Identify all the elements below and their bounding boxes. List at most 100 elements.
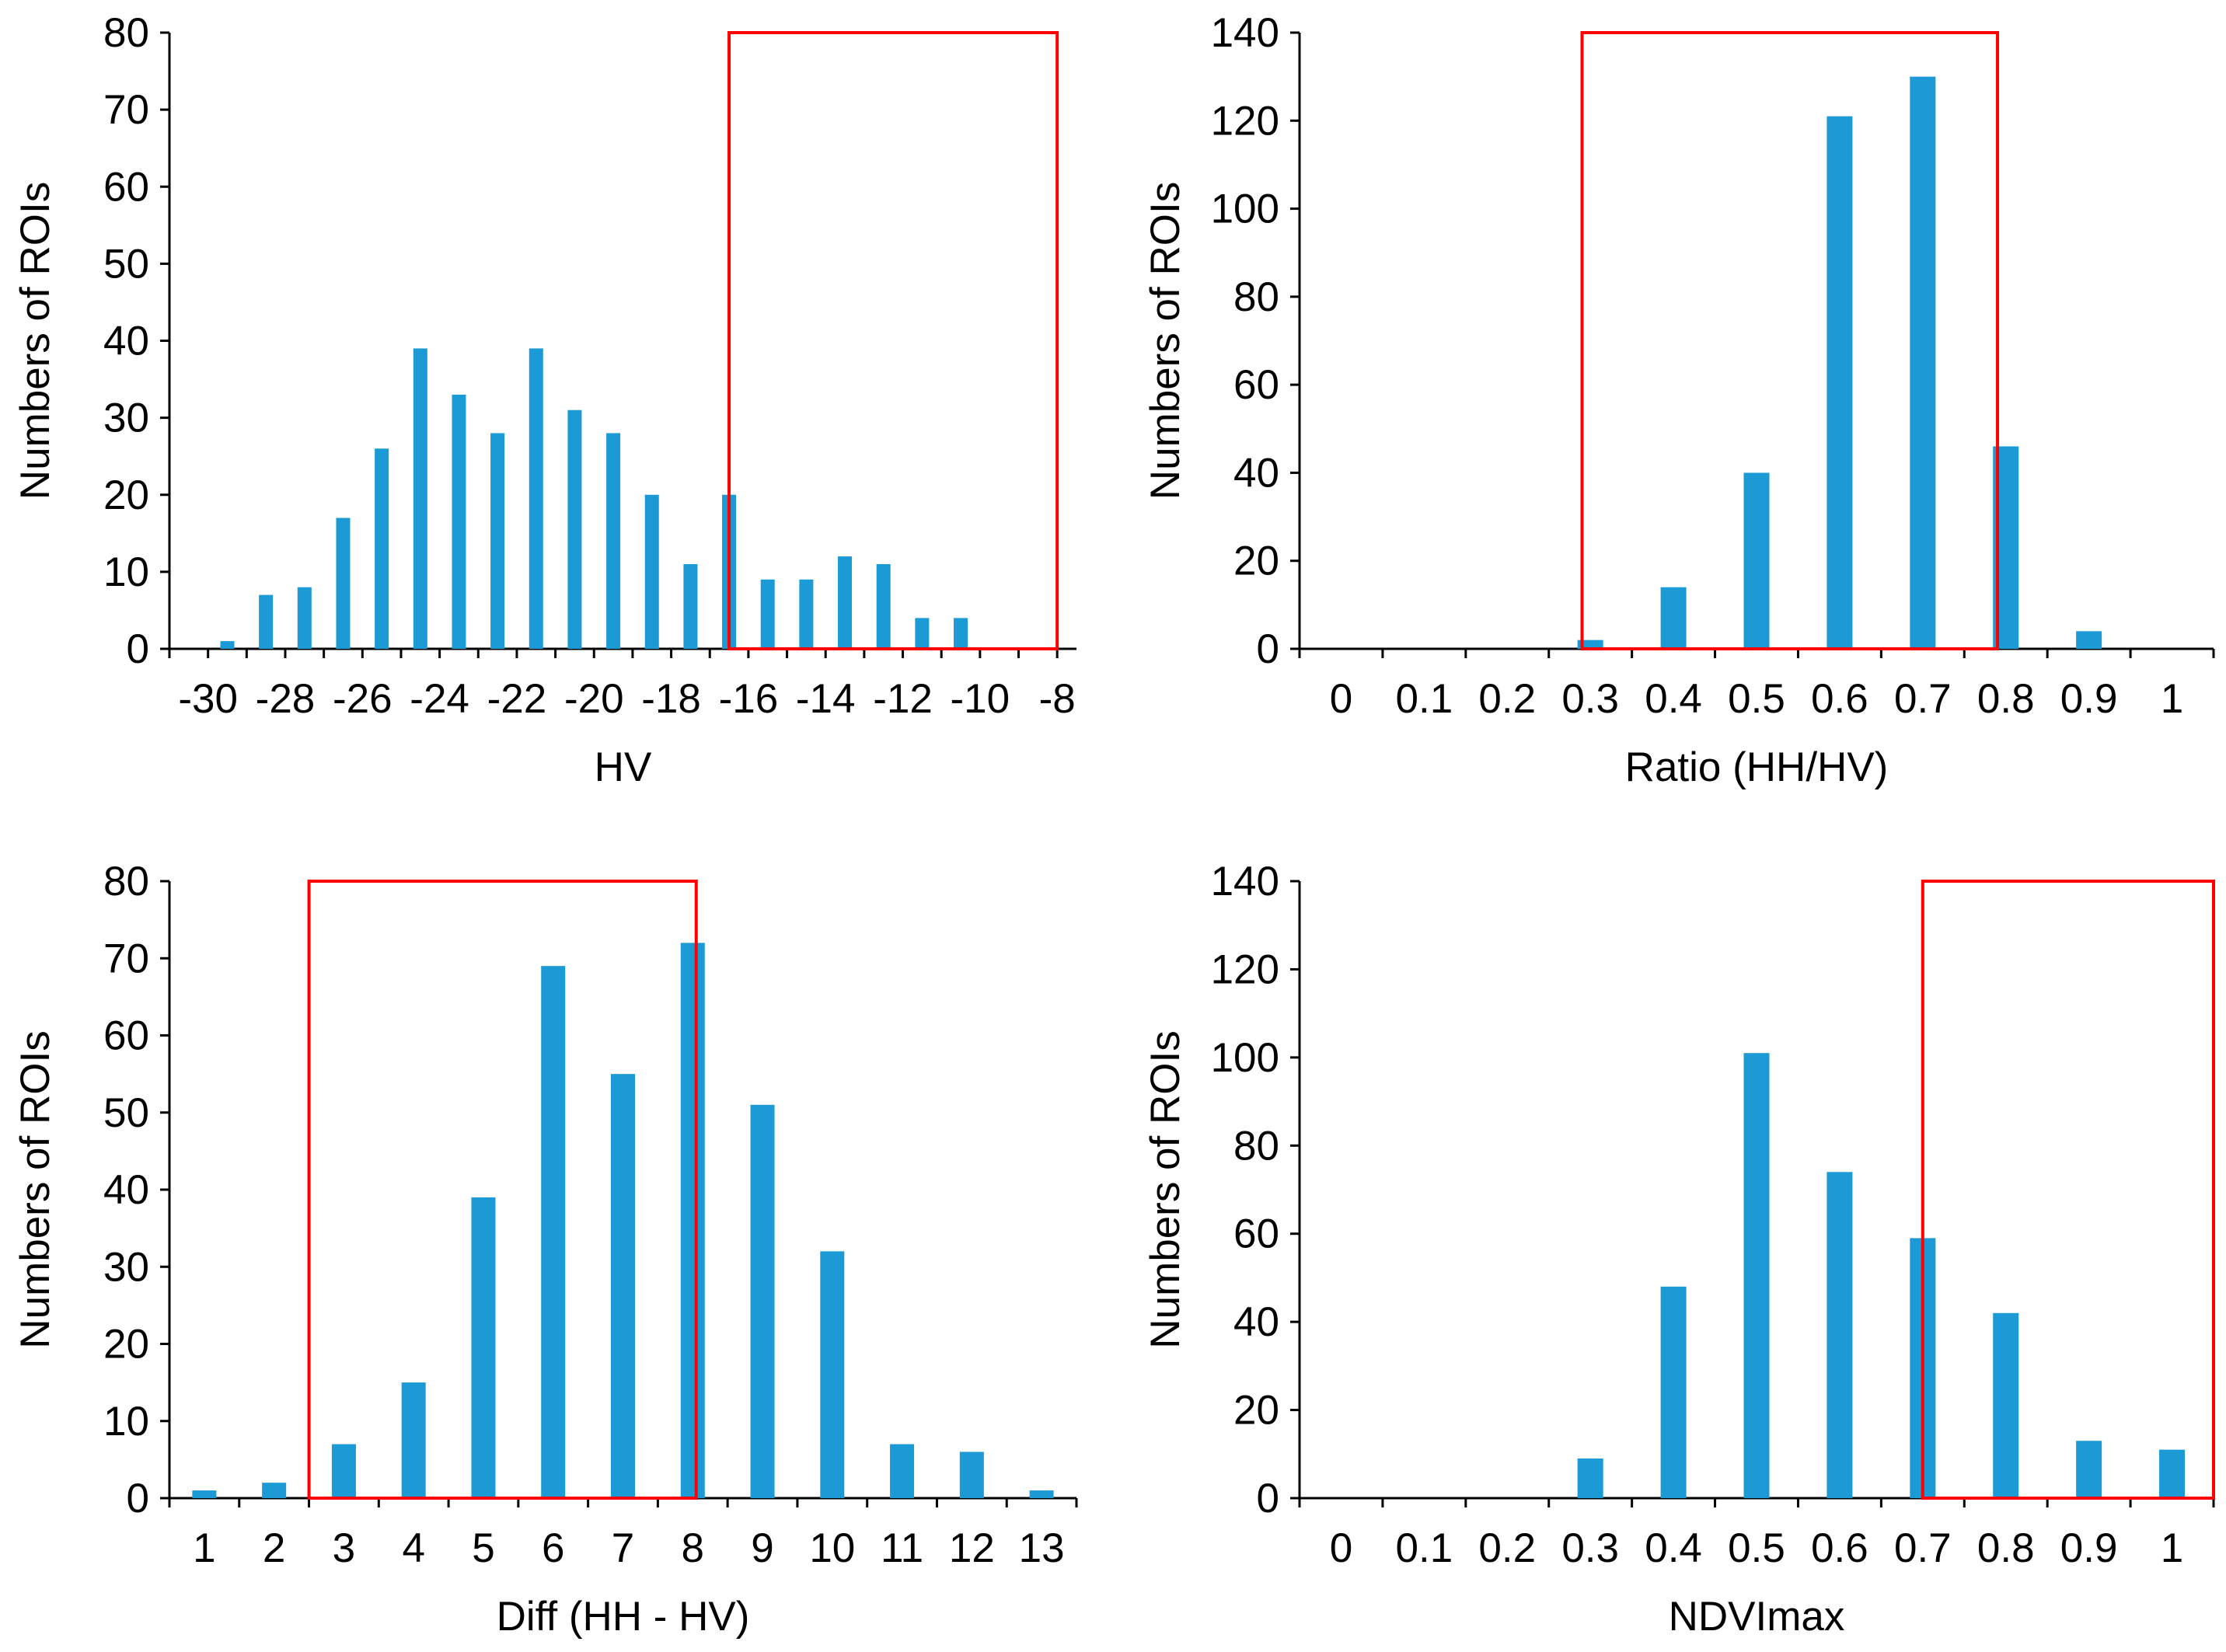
x-tick-label: -14 [796, 676, 856, 722]
histogram-bar [259, 594, 274, 649]
x-tick-label: 0.6 [1811, 1525, 1868, 1571]
x-axis-title: Ratio (HH/HV) [1625, 744, 1889, 790]
x-tick-label: -26 [333, 676, 393, 722]
x-tick-label: 2 [263, 1525, 285, 1571]
x-tick-label: 0.7 [1894, 676, 1952, 722]
x-tick-label: 0 [1330, 676, 1352, 722]
histogram-bar [413, 348, 427, 649]
y-tick-label: 70 [103, 936, 149, 981]
histogram-bar [1827, 116, 1853, 649]
y-axis-title: Numbers of ROIs [12, 182, 58, 500]
x-tick-label: -10 [951, 676, 1010, 722]
highlight-box [307, 880, 698, 1500]
y-tick-label: 0 [1257, 626, 1279, 672]
y-tick-label: 80 [1233, 1123, 1279, 1169]
x-tick-label: 3 [333, 1525, 355, 1571]
y-tick-label: 20 [103, 472, 149, 518]
histogram-bar [262, 1483, 287, 1498]
histogram-bar [2159, 1449, 2186, 1498]
y-tick-label: 0 [127, 1476, 149, 1521]
y-tick-label: 140 [1211, 10, 1279, 56]
x-tick-label: -28 [256, 676, 316, 722]
histogram-bar [680, 943, 705, 1498]
histogram-bar [760, 579, 775, 649]
x-tick-label: -30 [178, 676, 238, 722]
y-tick-label: 10 [103, 549, 149, 595]
x-tick-label: 6 [542, 1525, 564, 1571]
x-axis-title: Diff (HH - HV) [497, 1594, 750, 1640]
y-tick-label: 40 [1233, 1299, 1279, 1345]
histogram-bar [876, 563, 891, 649]
y-axis-title: Numbers of ROIs [12, 1030, 58, 1348]
x-tick-label: 0.9 [2060, 1525, 2118, 1571]
histogram-bar [1577, 1458, 1603, 1498]
x-tick-label: 5 [472, 1525, 494, 1571]
y-tick-label: 10 [103, 1399, 149, 1445]
x-tick-label: 11 [881, 1525, 923, 1571]
histogram-bar [750, 1104, 775, 1498]
x-tick-label: 0.2 [1478, 676, 1536, 722]
histogram-bar [452, 394, 466, 649]
histogram-bar [2076, 631, 2102, 649]
x-tick-label: 1 [2161, 1525, 2183, 1571]
y-tick-label: 20 [1233, 1388, 1279, 1434]
x-tick-label: 0.9 [2060, 676, 2118, 722]
y-tick-label: 80 [1233, 274, 1279, 320]
x-tick-label: 0.3 [1561, 1525, 1619, 1571]
x-tick-label: 0.4 [1645, 676, 1702, 722]
x-tick-label: 12 [949, 1525, 995, 1571]
histogram-bar [890, 1444, 915, 1498]
histogram-bar [799, 579, 814, 649]
x-tick-label: 0.8 [1977, 1525, 2035, 1571]
x-tick-label: -24 [410, 676, 469, 722]
histogram-bar [1660, 1286, 1687, 1498]
x-tick-label: 0.2 [1478, 1525, 1536, 1571]
x-tick-label: 7 [612, 1525, 634, 1571]
x-axis-title: HV [595, 744, 652, 790]
x-tick-label: 0 [1330, 1525, 1352, 1571]
histogram-bar [606, 433, 621, 649]
x-tick-label: 4 [402, 1525, 424, 1571]
histogram-bar [471, 1197, 496, 1498]
y-tick-label: 0 [127, 626, 149, 672]
x-tick-label: 0.6 [1811, 676, 1868, 722]
y-tick-label: 30 [103, 396, 149, 441]
x-tick-label: 0.3 [1561, 676, 1619, 722]
y-tick-label: 120 [1211, 98, 1279, 144]
y-tick-label: 40 [103, 319, 149, 364]
x-axis-title: NDVImax [1669, 1594, 1845, 1640]
histogram-bar [1029, 1490, 1054, 1498]
y-axis-title: Numbers of ROIs [1143, 182, 1188, 500]
histogram-bar [529, 348, 543, 649]
x-tick-label: 0.5 [1728, 676, 1785, 722]
x-tick-label: 0.7 [1894, 1525, 1952, 1571]
x-tick-label: -8 [1039, 676, 1076, 722]
y-tick-label: 50 [103, 241, 149, 287]
x-tick-label: 0.5 [1728, 1525, 1785, 1571]
x-tick-label: -22 [487, 676, 547, 722]
x-tick-label: 13 [1019, 1525, 1065, 1571]
histogram-bar [1993, 1312, 2019, 1498]
histogram-bar [331, 1444, 356, 1498]
histogram-bar [192, 1490, 217, 1498]
histogram-bar [1743, 472, 1770, 649]
histogram-bar [490, 433, 505, 649]
x-tick-label: 10 [809, 1525, 855, 1571]
histogram-bar [567, 410, 582, 649]
x-tick-label: 0.1 [1396, 1525, 1453, 1571]
histogram-bar [1577, 640, 1603, 649]
histogram-bar [1660, 587, 1687, 649]
histogram-bar [1743, 1053, 1770, 1498]
x-tick-label: 8 [682, 1525, 704, 1571]
y-tick-label: 80 [103, 859, 149, 904]
histogram-bar [915, 618, 930, 649]
y-tick-label: 60 [103, 1013, 149, 1059]
x-tick-label: -20 [564, 676, 624, 722]
histogram-bar [297, 587, 312, 649]
y-tick-label: 120 [1211, 946, 1279, 992]
y-tick-label: 60 [1233, 1211, 1279, 1257]
histogram-bar [683, 563, 698, 649]
y-tick-label: 100 [1211, 1035, 1279, 1081]
